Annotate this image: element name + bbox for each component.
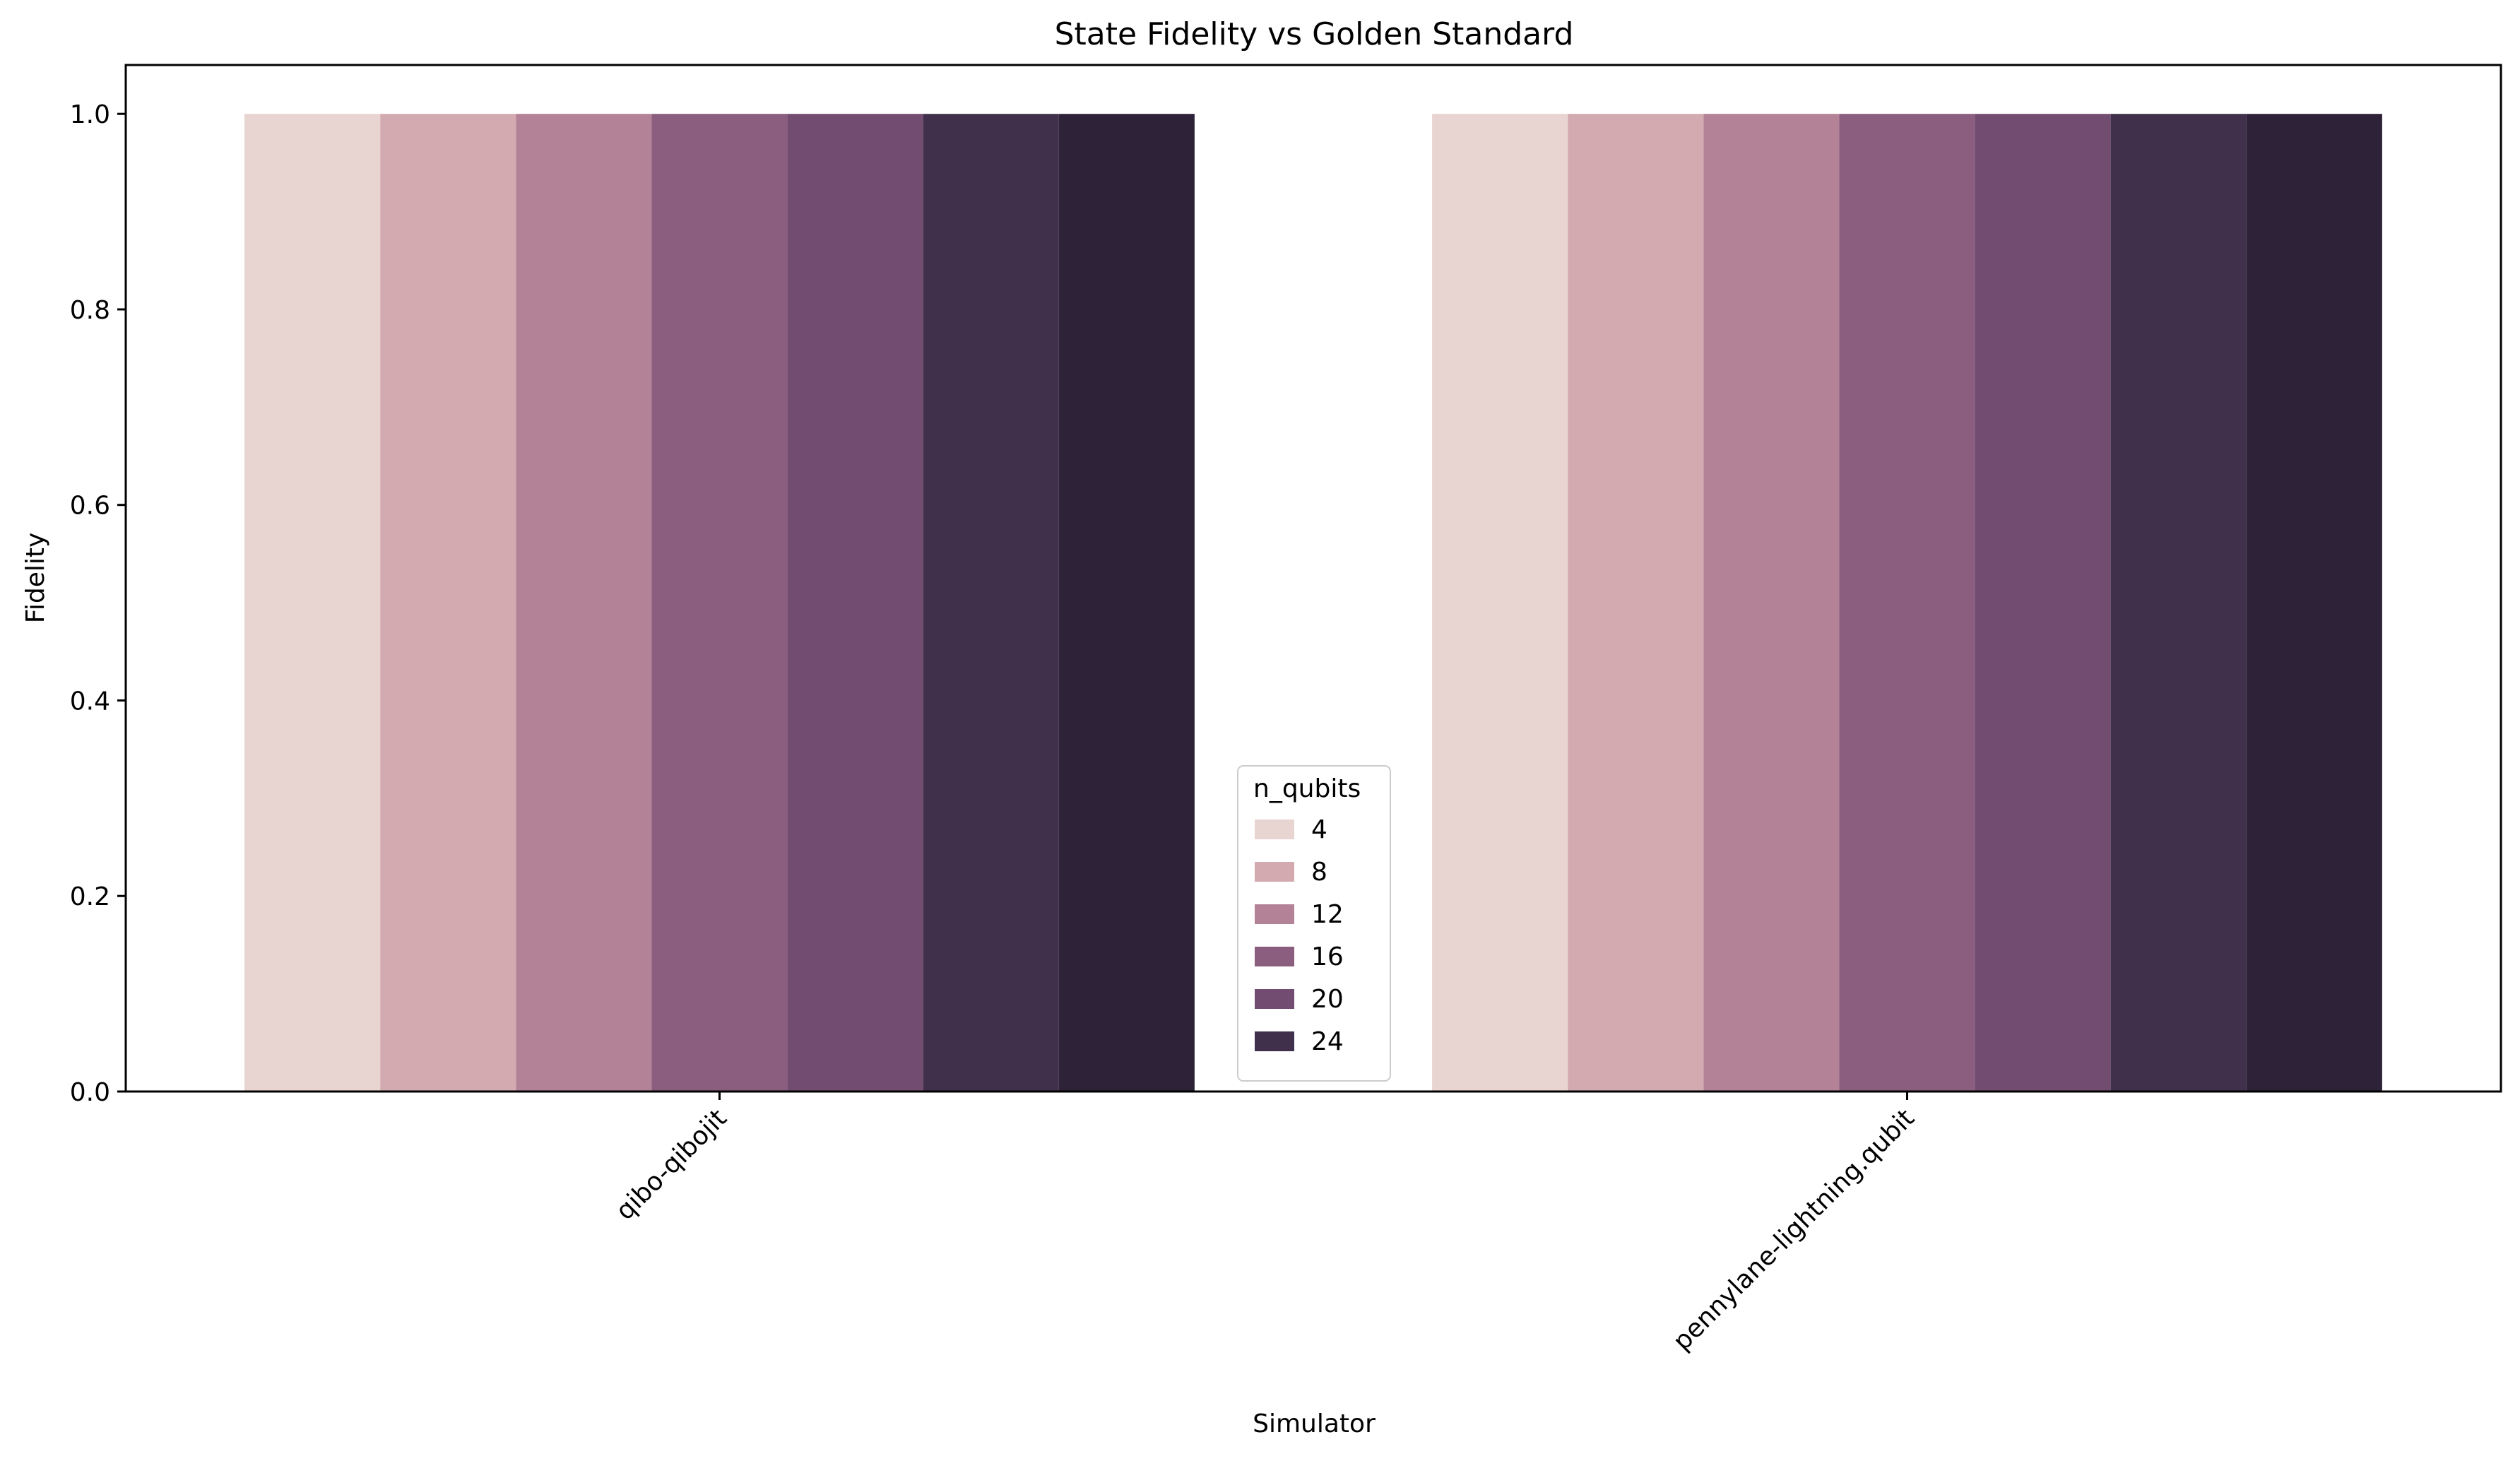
legend-swatch-8 [1255,862,1294,882]
legend-label-24: 24 [1311,1027,1344,1056]
y-tick-label: 0.8 [70,296,110,325]
plot-frame [124,64,2502,1093]
x-axis-label: Simulator [1253,1409,1376,1438]
bar-series-6-pennylane-lightning.qubit [2246,114,2382,1092]
bar-20-qibo-qibojit [787,114,923,1092]
legend-label-12: 12 [1311,900,1344,929]
y-axis: 0.0 0.2 0.4 0.6 0.8 1.0 [70,100,126,1107]
legend: n_qubits 4 8 12 16 20 24 [1237,765,1391,1082]
bars-group [244,114,2382,1092]
bar-4-pennylane-lightning.qubit [1432,114,1568,1092]
y-tick-label: 0.2 [70,882,110,911]
legend-swatch-24 [1255,1031,1294,1051]
bar-series-6-qibo-qibojit [1058,114,1195,1092]
y-axis-label: Fidelity [21,533,50,624]
bar-8-qibo-qibojit [380,114,516,1092]
bar-16-qibo-qibojit [651,114,788,1092]
legend-label-4: 4 [1311,815,1327,844]
legend-title: n_qubits [1253,774,1361,803]
bar-16-pennylane-lightning.qubit [1839,114,1975,1092]
bar-20-pennylane-lightning.qubit [1975,114,2111,1092]
legend-label-20: 20 [1311,985,1344,1014]
y-tick-label: 0.4 [70,687,110,716]
bar-12-qibo-qibojit [516,114,652,1092]
legend-swatch-20 [1255,989,1294,1009]
legend-items: 4 8 12 16 20 24 [1255,815,1344,1056]
x-tick-label: qibo-qibojit [610,1104,733,1226]
legend-swatch-12 [1255,904,1294,924]
x-tick-label: pennylane-lightning.qubit [1668,1104,1920,1356]
bar-12-pennylane-lightning.qubit [1703,114,1840,1092]
x-axis: qibo-qibojit pennylane-lightning.qubit [610,1092,1920,1356]
bar-4-qibo-qibojit [244,114,381,1092]
legend-label-8: 8 [1311,858,1327,887]
chart-title: State Fidelity vs Golden Standard [1055,16,1574,52]
legend-swatch-16 [1255,947,1294,966]
bar-24-pennylane-lightning.qubit [2110,114,2247,1092]
y-tick-label: 0.0 [70,1078,110,1107]
legend-label-16: 16 [1311,942,1344,971]
bar-24-qibo-qibojit [923,114,1059,1092]
y-tick-label: 1.0 [70,100,110,129]
bar-8-pennylane-lightning.qubit [1568,114,1704,1092]
legend-swatch-4 [1255,820,1294,839]
y-tick-label: 0.6 [70,492,110,521]
